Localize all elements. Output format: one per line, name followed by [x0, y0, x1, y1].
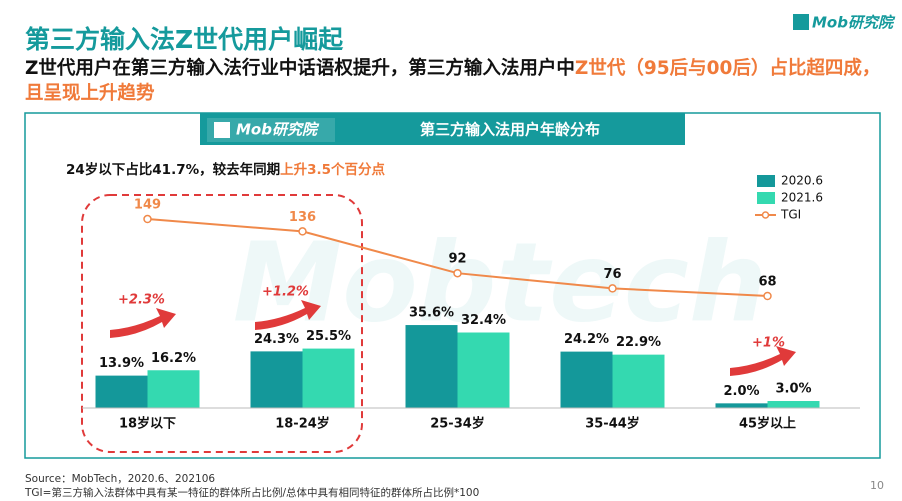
bar	[767, 401, 820, 408]
bar	[95, 375, 148, 408]
legend-label: 2020.6	[781, 174, 823, 188]
note: TGI=第三方输入法群体中具有某一特征的群体所占比例/总体中具有相同特征的群体所…	[24, 486, 479, 499]
value-label: 24.2%	[564, 332, 609, 347]
chart-title: 第三方输入法用户年龄分布	[420, 121, 600, 139]
subtitle-text: Z世代用户在第三方输入法行业中话语权提升，第三方输入法用户中	[25, 58, 575, 79]
watermark: Mobtech	[233, 218, 767, 346]
value-label: 2.0%	[723, 384, 759, 399]
value-label: 32.4%	[461, 313, 506, 328]
legend-swatch	[757, 192, 775, 204]
callout-arrow	[730, 346, 796, 376]
panel-logo: Mob研究院	[236, 121, 320, 139]
x-tick-label: 18岁以下	[119, 416, 176, 432]
tgi-label: 68	[758, 275, 776, 290]
x-tick-label: 45岁以上	[739, 416, 796, 432]
legend-point	[761, 211, 770, 219]
bar	[560, 351, 613, 408]
bar	[147, 370, 200, 408]
page-title: 第三方输入法Z世代用户崛起	[25, 25, 344, 54]
legend-label: TGI	[780, 208, 801, 222]
header-bar	[200, 113, 685, 145]
tgi-point	[608, 284, 617, 293]
tgi-label: 92	[448, 252, 466, 267]
value-label: 16.2%	[151, 351, 196, 366]
callout: +1.2%	[262, 285, 309, 300]
x-tick-label: 35-44岁	[585, 416, 640, 432]
bar	[715, 403, 768, 408]
page-logo: Mob研究院	[812, 14, 896, 32]
tgi-point	[453, 268, 462, 278]
tgi-label: 149	[134, 198, 161, 213]
tgi-label: 76	[603, 267, 621, 282]
value-label: 35.6%	[409, 306, 454, 321]
bar	[405, 325, 458, 408]
callout-arrow	[110, 308, 176, 338]
page-number: 10	[870, 479, 884, 492]
tgi-point	[298, 227, 307, 236]
callout: +2.3%	[118, 293, 165, 308]
callout-arrow	[255, 300, 321, 330]
value-label: 3.0%	[775, 382, 811, 397]
logo-icon	[793, 14, 809, 30]
bar	[612, 354, 665, 408]
highlight-box	[81, 194, 363, 453]
x-tick-label: 18-24岁	[275, 416, 330, 432]
value-label: 25.5%	[306, 329, 351, 344]
tgi-label: 136	[289, 210, 316, 225]
logo-icon	[214, 122, 230, 138]
bar	[302, 348, 355, 408]
x-tick-label: 25-34岁	[430, 416, 485, 432]
value-label: 24.3%	[254, 332, 299, 347]
legend-label: 2021.6	[781, 191, 823, 205]
legend-swatch	[757, 175, 775, 187]
annotation-text: 24岁以下占比41.7%，较去年同期	[66, 161, 280, 178]
tgi-point	[143, 214, 152, 224]
tgi-point	[763, 291, 772, 301]
annotation: 24岁以下占比41.7%，较去年同期上升3.5个百分点	[66, 161, 386, 178]
value-label: 13.9%	[99, 356, 144, 371]
subtitle-highlight: Z世代（95后与00后）占比超四成，且呈现上升趋势	[25, 58, 881, 104]
bar	[457, 332, 510, 408]
annotation-highlight: 上升3.5个百分点	[280, 161, 385, 178]
source: Source：MobTech，2020.6、202106	[25, 473, 215, 485]
bar	[250, 351, 303, 408]
subtitle: Z世代用户在第三方输入法行业中话语权提升，第三方输入法用户中Z世代（95后与00…	[25, 56, 885, 106]
value-label: 22.9%	[616, 335, 661, 350]
